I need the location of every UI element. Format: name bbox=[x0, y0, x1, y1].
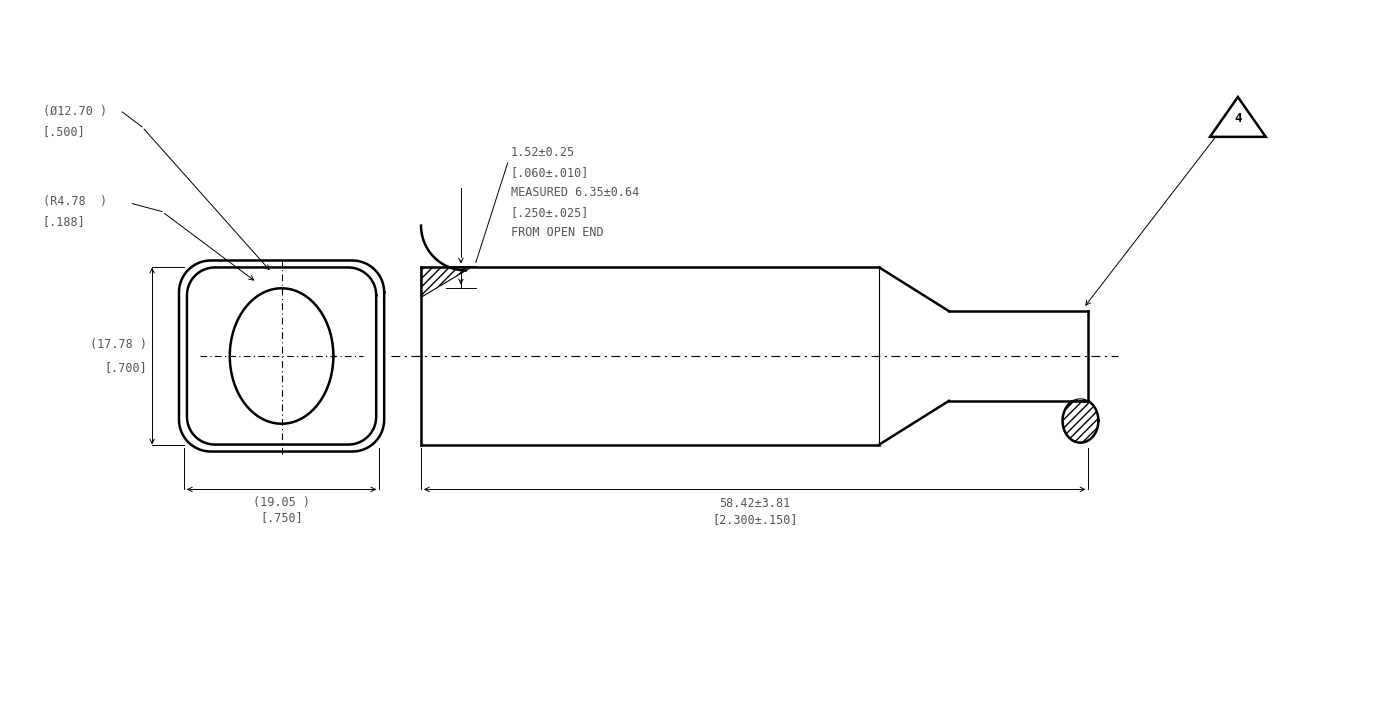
Polygon shape bbox=[421, 268, 471, 297]
Polygon shape bbox=[1062, 399, 1098, 442]
Text: [.750]: [.750] bbox=[260, 511, 303, 524]
Text: FROM OPEN END: FROM OPEN END bbox=[510, 226, 603, 239]
Text: (17.78 ): (17.78 ) bbox=[89, 337, 147, 351]
Text: [.500]: [.500] bbox=[43, 125, 85, 138]
Text: [2.300±.150]: [2.300±.150] bbox=[711, 513, 798, 526]
Text: [.060±.010]: [.060±.010] bbox=[510, 166, 589, 179]
Text: (R4.78  ): (R4.78 ) bbox=[43, 195, 106, 208]
Text: (Ø12.70 ): (Ø12.70 ) bbox=[43, 105, 106, 118]
Text: MEASURED 6.35±0.64: MEASURED 6.35±0.64 bbox=[510, 186, 638, 199]
Text: (19.05 ): (19.05 ) bbox=[253, 496, 310, 509]
Text: [.250±.025]: [.250±.025] bbox=[510, 206, 589, 219]
Text: 1.52±0.25: 1.52±0.25 bbox=[510, 146, 575, 160]
Text: [.700]: [.700] bbox=[105, 362, 147, 374]
Text: 4: 4 bbox=[1234, 112, 1241, 125]
Text: [.188]: [.188] bbox=[43, 215, 85, 228]
Text: 58.42±3.81: 58.42±3.81 bbox=[720, 497, 790, 510]
